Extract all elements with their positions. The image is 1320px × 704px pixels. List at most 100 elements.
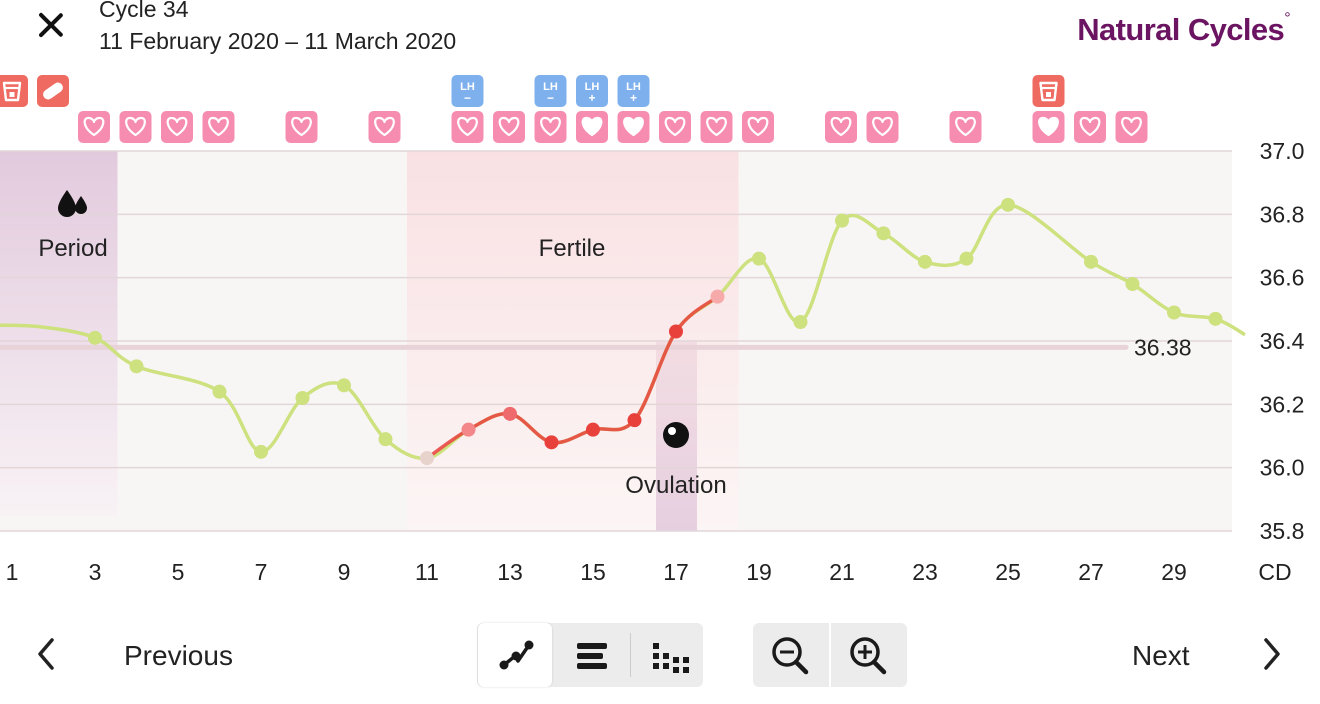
zoom-out-icon [772,637,809,675]
view-mode-toggle [477,623,703,687]
lh-test-icon[interactable]: LH− [534,75,567,107]
y-tick-label: 36.2 [1260,391,1305,417]
x-tick-label: 11 [415,559,439,585]
bar-view-button[interactable] [553,623,627,687]
temperature-point[interactable] [254,444,268,459]
x-tick-label: 13 [497,559,523,585]
temperature-point[interactable] [627,413,642,428]
y-tick-label: 36.4 [1260,328,1305,354]
heart-icon[interactable] [700,111,733,143]
heart-icon[interactable] [1115,111,1148,143]
temperature-point[interactable] [212,384,227,399]
x-tick-label: 17 [663,559,689,585]
zoom-in-button[interactable] [831,623,907,687]
chevron-right-icon[interactable] [1252,632,1292,676]
y-tick-label: 36.0 [1260,455,1305,481]
temperature-point[interactable] [793,315,808,330]
x-tick-label: 29 [1161,559,1187,585]
lh-test-icon[interactable]: LH+ [617,75,650,107]
heart-icon[interactable] [119,111,152,143]
temperature-point[interactable] [752,251,766,266]
heart-icon[interactable] [1074,111,1106,143]
y-tick-label: 36.6 [1260,265,1305,291]
heart-icon[interactable] [742,111,774,143]
temperature-point[interactable] [835,213,849,228]
coverline-label: 36.38 [1134,334,1192,360]
dot-grid-view-icon [653,643,689,673]
temperature-point[interactable] [378,432,393,447]
ovulation-egg-icon [663,422,689,448]
heart-icon[interactable] [161,111,193,143]
y-tick-label: 35.8 [1260,518,1305,544]
temperature-point[interactable] [420,451,434,466]
x-tick-label: 9 [338,559,351,585]
brand-name: Natural Cycles [1077,12,1285,47]
x-tick-label: 7 [255,559,268,585]
temperature-point[interactable] [710,289,725,304]
lh-test-icon[interactable]: LH− [451,75,484,107]
heart-icon[interactable] [534,111,567,143]
temperature-point[interactable] [88,330,102,345]
heart-filled-icon[interactable] [617,111,650,143]
y-tick-label: 36.8 [1260,201,1305,227]
y-tick-label: 37.0 [1260,138,1305,164]
cycle-date-range: 11 February 2020 – 11 March 2020 [99,28,457,54]
temperature-point[interactable] [337,378,351,393]
heart-filled-icon[interactable] [1032,111,1065,143]
heart-filled-icon[interactable] [576,111,608,143]
temperature-point[interactable] [129,359,144,374]
temperature-point[interactable] [1001,197,1015,212]
zoom-out-button[interactable] [753,623,829,687]
heart-icon[interactable] [493,111,525,143]
temperature-point[interactable] [1084,254,1098,269]
temperature-point[interactable] [544,435,559,450]
x-tick-label: 5 [172,559,185,585]
ovulation-label: Ovulation [625,472,726,499]
test-cup-icon[interactable] [1032,75,1065,107]
heart-icon[interactable] [949,111,982,143]
x-tick-label: 3 [89,559,102,585]
lh-test-icon[interactable]: LH+ [576,75,608,107]
temperature-point[interactable] [461,422,476,437]
dot-grid-view-button[interactable] [629,623,703,687]
ovulation-egg-highlight [668,427,676,435]
temperature-point[interactable] [586,422,600,437]
heart-icon[interactable] [659,111,691,143]
line-chart-view-button[interactable] [478,623,552,687]
heart-icon[interactable] [78,111,110,143]
lh-test-sign: − [464,91,471,105]
temperature-point[interactable] [1208,311,1223,326]
test-cup-icon[interactable] [0,75,28,107]
brand-logo: Natural Cycles° [1077,10,1290,48]
temperature-point[interactable] [876,226,891,241]
heart-icon[interactable] [202,111,235,143]
drops-icon [58,190,87,217]
temperature-point[interactable] [1167,305,1181,320]
temperature-point[interactable] [669,324,683,339]
temperature-point[interactable] [918,254,932,269]
temperature-chart: 37.0 36.8 36.6 36.4 36.2 36.0 35.8 36.38 1 3 5 7 9 11… [0,75,1305,585]
lh-test-label: LH [585,81,600,93]
x-tick-label: 21 [829,559,855,585]
temperature-point[interactable] [959,251,974,266]
heart-icon[interactable] [825,111,857,143]
line-chart-view-icon [499,640,534,670]
temperature-point[interactable] [295,391,310,406]
temperature-point[interactable] [503,406,517,421]
x-tick-label: 27 [1078,559,1104,585]
period-label: Period [38,235,107,262]
heart-icon[interactable] [368,111,401,143]
brand-mark: ° [1284,10,1290,27]
x-axis-unit-label: CD [1258,559,1291,585]
x-tick-label: 19 [746,559,772,585]
previous-button[interactable]: Previous [124,640,233,671]
heart-icon[interactable] [866,111,899,143]
pill-icon[interactable] [37,75,69,107]
heart-icon[interactable] [451,111,484,143]
fertile-label: Fertile [539,235,606,262]
chevron-left-icon[interactable] [28,632,68,676]
temperature-point[interactable] [1125,277,1140,292]
heart-icon[interactable] [285,111,318,143]
next-button[interactable]: Next [1132,640,1190,671]
cycle-title: Cycle 34 [99,0,189,22]
